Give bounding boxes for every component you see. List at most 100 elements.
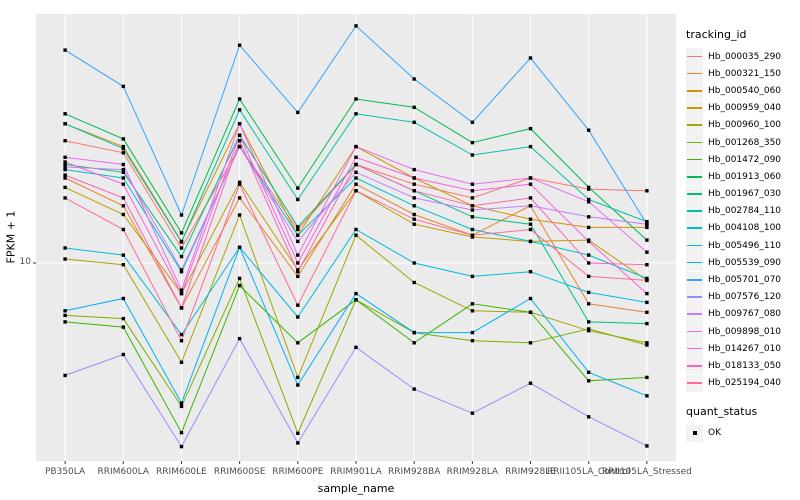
data-point-marker xyxy=(412,105,416,109)
legend-key-swatch xyxy=(686,305,703,323)
data-point-marker xyxy=(587,197,591,202)
data-point-marker xyxy=(587,320,591,324)
data-point-marker xyxy=(63,112,67,116)
data-point-marker xyxy=(237,139,242,143)
data-point-marker xyxy=(296,268,300,272)
legend-key-swatch xyxy=(686,219,703,237)
data-point-marker xyxy=(237,276,242,281)
data-point-marker xyxy=(470,196,475,200)
legend-item-Hb_001913_060: Hb_001913_060 xyxy=(686,168,798,186)
data-point-marker xyxy=(528,222,533,226)
data-point-marker xyxy=(63,165,67,169)
data-point-marker xyxy=(296,225,300,229)
data-point-marker xyxy=(470,120,475,124)
data-point-marker xyxy=(470,309,475,313)
data-point-marker xyxy=(237,213,242,217)
data-point-marker xyxy=(237,43,242,47)
data-point-marker xyxy=(179,430,184,435)
data-point-marker xyxy=(237,108,242,112)
data-point-marker xyxy=(587,302,591,306)
legend-key-swatch xyxy=(686,185,703,203)
data-point-marker xyxy=(179,401,184,405)
series-color-line-icon xyxy=(687,193,702,195)
data-point-marker xyxy=(121,84,125,89)
data-point-marker xyxy=(121,137,125,141)
data-point-marker xyxy=(179,246,184,250)
legend-item-label: Hb_000321_150 xyxy=(708,68,782,79)
data-point-marker xyxy=(528,310,533,314)
data-point-marker xyxy=(121,316,125,321)
data-point-marker xyxy=(179,270,184,274)
quant-status-key-swatch xyxy=(686,424,703,442)
legend-item-Hb_025194_040: Hb_025194_040 xyxy=(686,374,798,392)
data-point-marker xyxy=(237,245,242,249)
data-point-marker xyxy=(63,155,67,159)
legend-item-Hb_005539_090: Hb_005539_090 xyxy=(686,254,798,272)
data-point-marker xyxy=(354,182,358,186)
y-tick-label-10: 10 xyxy=(19,257,31,267)
data-point-marker xyxy=(470,235,475,239)
data-point-marker xyxy=(296,186,300,190)
data-point-marker xyxy=(296,261,300,265)
legend-item-quant-ok: OK xyxy=(686,424,798,442)
x-axis-title: sample_name xyxy=(317,482,395,495)
series-color-line-icon xyxy=(687,296,702,298)
data-point-marker xyxy=(587,290,591,295)
x-tick-label: RRIM928LA xyxy=(447,467,499,477)
legend-item-label: Hb_005701_070 xyxy=(708,275,782,286)
data-point-marker xyxy=(121,182,125,186)
data-point-marker xyxy=(412,217,416,221)
data-point-marker xyxy=(587,327,591,331)
data-point-marker xyxy=(354,24,358,28)
legend-item-Hb_009767_080: Hb_009767_080 xyxy=(686,305,798,323)
data-point-marker xyxy=(528,144,533,149)
legend-item-label: Hb_000960_100 xyxy=(708,120,782,131)
data-point-marker xyxy=(470,182,475,186)
legend-item-Hb_005496_110: Hb_005496_110 xyxy=(686,237,798,255)
x-tick-label: RRIM928LE xyxy=(505,467,556,477)
data-point-marker xyxy=(121,151,125,155)
data-point-marker xyxy=(412,120,416,124)
data-point-marker xyxy=(237,196,242,200)
legend-item-label: Hb_005496_110 xyxy=(708,240,782,251)
data-point-marker xyxy=(296,110,300,115)
data-point-marker xyxy=(354,176,358,180)
data-point-marker xyxy=(354,144,358,149)
data-point-marker xyxy=(528,227,533,232)
data-point-marker xyxy=(587,128,591,132)
data-point-marker xyxy=(412,176,416,180)
data-point-marker xyxy=(237,97,242,101)
legend-item-label: Hb_001268_350 xyxy=(708,137,782,148)
data-point-marker xyxy=(237,144,242,149)
data-point-marker xyxy=(645,341,649,345)
data-point-marker xyxy=(63,122,67,126)
data-point-marker xyxy=(528,56,533,60)
black-square-point-icon xyxy=(692,431,697,436)
legend-key-swatch xyxy=(686,151,703,169)
data-point-marker xyxy=(179,306,184,310)
data-point-marker xyxy=(121,162,125,167)
data-point-marker xyxy=(412,182,416,186)
data-point-marker xyxy=(121,227,125,232)
data-point-marker xyxy=(296,303,300,307)
data-point-marker xyxy=(412,77,416,81)
x-tick-label: RRIM600PE xyxy=(272,467,324,477)
data-point-marker xyxy=(587,329,591,333)
data-point-marker xyxy=(179,291,184,296)
data-point-marker xyxy=(121,253,125,257)
data-point-marker xyxy=(354,155,358,159)
legend-item-Hb_004108_100: Hb_004108_100 xyxy=(686,219,798,237)
data-point-marker xyxy=(354,233,358,237)
series-color-line-icon xyxy=(687,89,702,92)
legend-item-label: Hb_000959_040 xyxy=(708,103,782,114)
data-point-marker xyxy=(412,387,416,391)
data-point-marker xyxy=(296,315,300,319)
data-point-marker xyxy=(412,189,416,193)
x-tick-label: RRIM600LA xyxy=(98,467,150,477)
data-point-marker xyxy=(645,238,649,242)
x-tick-label: RRIM901LA xyxy=(330,467,382,477)
data-point-marker xyxy=(587,379,591,383)
data-point-marker xyxy=(470,153,475,157)
legend-item-label: Hb_007576_120 xyxy=(708,292,782,303)
